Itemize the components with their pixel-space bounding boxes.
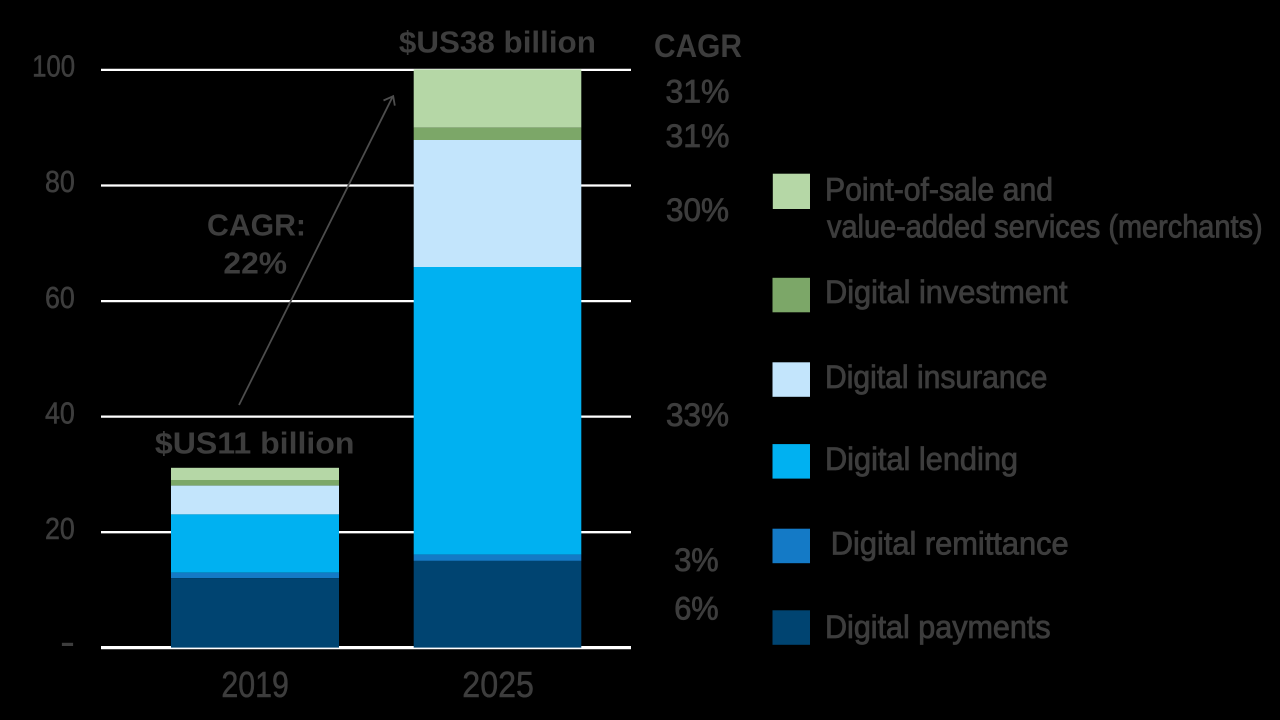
svg-text:22%: 22%: [223, 246, 287, 281]
svg-text:$US11 billion: $US11 billion: [155, 427, 355, 461]
svg-text:Digital payments: Digital payments: [825, 609, 1051, 645]
svg-text:40: 40: [45, 396, 75, 430]
svg-text:31%: 31%: [666, 74, 730, 110]
svg-text:60: 60: [45, 281, 75, 315]
svg-text:Digital remittance: Digital remittance: [831, 525, 1069, 561]
svg-text:80: 80: [45, 165, 75, 199]
svg-text:Digital lending: Digital lending: [825, 441, 1018, 477]
svg-text:100: 100: [32, 49, 75, 83]
svg-text:20: 20: [45, 512, 75, 546]
svg-text:31%: 31%: [666, 118, 730, 154]
svg-text:33%: 33%: [666, 397, 729, 433]
svg-text:3%: 3%: [674, 542, 719, 578]
svg-text:CAGR:: CAGR:: [207, 208, 306, 243]
svg-text:Digital insurance: Digital insurance: [825, 359, 1047, 395]
svg-text:CAGR: CAGR: [654, 27, 742, 64]
svg-text:2025: 2025: [462, 664, 534, 705]
svg-text:value-added services (merchant: value-added services (merchants): [827, 209, 1263, 245]
svg-text:6%: 6%: [674, 591, 719, 627]
svg-text:$US38 billion: $US38 billion: [399, 26, 596, 60]
svg-text:Digital investment: Digital investment: [825, 274, 1068, 310]
svg-text:30%: 30%: [666, 192, 729, 228]
svg-text:Point-of-sale and: Point-of-sale and: [825, 172, 1053, 208]
svg-text:2019: 2019: [221, 664, 289, 705]
